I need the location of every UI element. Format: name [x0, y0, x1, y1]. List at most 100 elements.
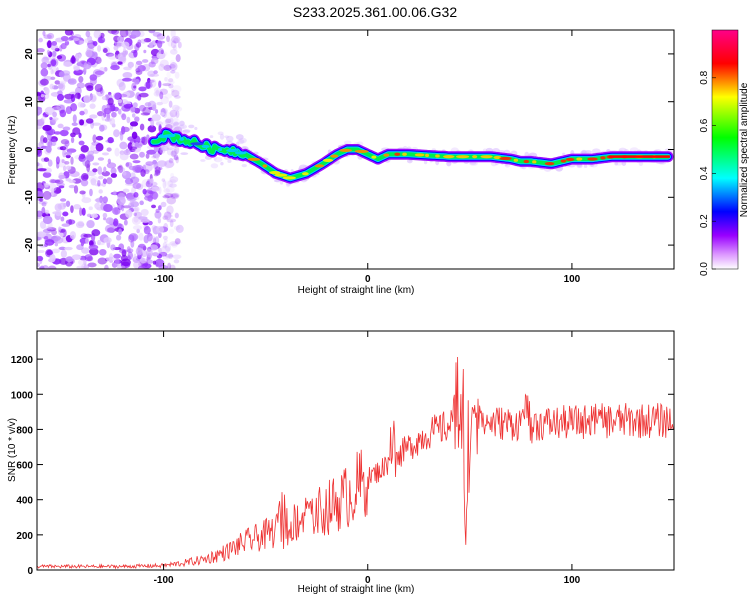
- noise-blob: [170, 150, 177, 157]
- noise-blob: [122, 50, 127, 58]
- noise-blob: [164, 112, 174, 119]
- noise-blob: [44, 106, 55, 116]
- noise-blob: [168, 252, 174, 260]
- noise-blob: [64, 93, 74, 100]
- noise-blob: [37, 255, 44, 262]
- halo-blob: [614, 161, 623, 166]
- noise-blob: [85, 49, 93, 58]
- noise-blob: [132, 182, 142, 189]
- noise-blob: [148, 61, 156, 68]
- noise-blob: [79, 110, 85, 116]
- noise-blob: [117, 99, 123, 104]
- noise-blob: [83, 233, 93, 238]
- noise-blob: [170, 48, 178, 55]
- noise-blob: [169, 114, 179, 124]
- halo-blob: [188, 124, 195, 129]
- noise-blob: [160, 96, 169, 105]
- colorbar-tick-label: 0.0: [699, 262, 710, 276]
- noise-blob: [166, 35, 170, 43]
- noise-blob: [44, 239, 55, 246]
- noise-blob: [132, 225, 143, 231]
- halo-blob: [178, 124, 187, 130]
- noise-blob: [174, 95, 181, 99]
- noise-blob: [173, 44, 177, 51]
- noise-blob: [130, 176, 140, 184]
- noise-blob: [170, 194, 179, 200]
- noise-blob: [80, 179, 89, 187]
- noise-blob: [157, 205, 162, 211]
- noise-blob: [37, 124, 43, 130]
- noise-blob: [105, 217, 114, 225]
- halo-blob: [159, 147, 166, 154]
- noise-blob: [107, 136, 114, 144]
- noise-blob: [145, 248, 153, 258]
- noise-blob: [47, 63, 51, 68]
- noise-blob: [147, 125, 157, 133]
- noise-blob: [61, 223, 71, 227]
- noise-blob: [117, 93, 128, 98]
- noise-blob: [37, 210, 43, 217]
- noise-blob: [98, 189, 103, 194]
- noise-blob: [86, 154, 95, 162]
- noise-blob: [164, 193, 174, 198]
- noise-blob: [71, 122, 78, 127]
- halo-blob: [273, 179, 280, 183]
- noise-blob: [73, 185, 79, 194]
- noise-blob: [139, 92, 149, 98]
- noise-blob: [128, 233, 139, 241]
- noise-blob: [72, 127, 81, 135]
- noise-blob: [76, 53, 82, 59]
- noise-blob: [123, 219, 128, 226]
- ridge-hotspot: [218, 147, 223, 152]
- colorbar-ticks: 0.0 0.2 0.4 0.6 0.8: [699, 70, 716, 276]
- noise-blob: [151, 252, 159, 257]
- noise-blob: [81, 172, 89, 181]
- noise-blob: [64, 30, 73, 36]
- noise-blob: [139, 200, 144, 206]
- ridge-hotspot: [600, 156, 606, 160]
- figure-title: S233.2025.361.00.06.G32: [293, 4, 457, 20]
- noise-blob: [139, 257, 147, 264]
- spectrogram-xlabel: Height of straight line (km): [298, 285, 415, 296]
- noise-blob: [159, 88, 168, 95]
- noise-blob: [63, 99, 74, 104]
- noise-blob: [112, 218, 119, 227]
- noise-blob: [90, 178, 97, 186]
- noise-blob: [167, 39, 173, 47]
- noise-blob: [89, 188, 93, 197]
- noise-blob: [131, 131, 138, 140]
- noise-blob: [70, 31, 74, 37]
- noise-blob: [145, 153, 150, 159]
- noise-blob: [96, 111, 104, 117]
- noise-blob: [133, 191, 139, 198]
- noise-blob: [145, 81, 151, 89]
- noise-blob: [171, 242, 178, 248]
- noise-blob: [154, 166, 161, 174]
- noise-blob: [37, 182, 45, 191]
- noise-blob: [43, 34, 52, 40]
- noise-blob: [169, 219, 174, 228]
- noise-blob: [90, 213, 99, 218]
- snr-ylabel: SNR (10 * v/v): [7, 418, 18, 482]
- noise-blob: [47, 265, 57, 269]
- noise-blob: [70, 136, 75, 144]
- noise-blob: [102, 178, 107, 185]
- noise-blob: [80, 145, 89, 153]
- noise-blob: [77, 259, 86, 266]
- noise-blob: [114, 147, 120, 157]
- ridge-hotspot: [383, 153, 390, 157]
- noise-blob: [143, 38, 152, 43]
- halo-blob: [209, 135, 214, 139]
- noise-blob: [76, 265, 87, 269]
- noise-blob: [131, 113, 136, 118]
- noise-blob: [169, 62, 178, 71]
- noise-blob: [111, 111, 117, 118]
- noise-blob: [133, 253, 137, 260]
- noise-blob: [140, 169, 146, 177]
- noise-blob: [169, 179, 177, 184]
- noise-blob: [97, 257, 107, 265]
- noise-blob: [39, 265, 45, 269]
- noise-blob: [149, 73, 160, 77]
- noise-blob: [165, 186, 175, 194]
